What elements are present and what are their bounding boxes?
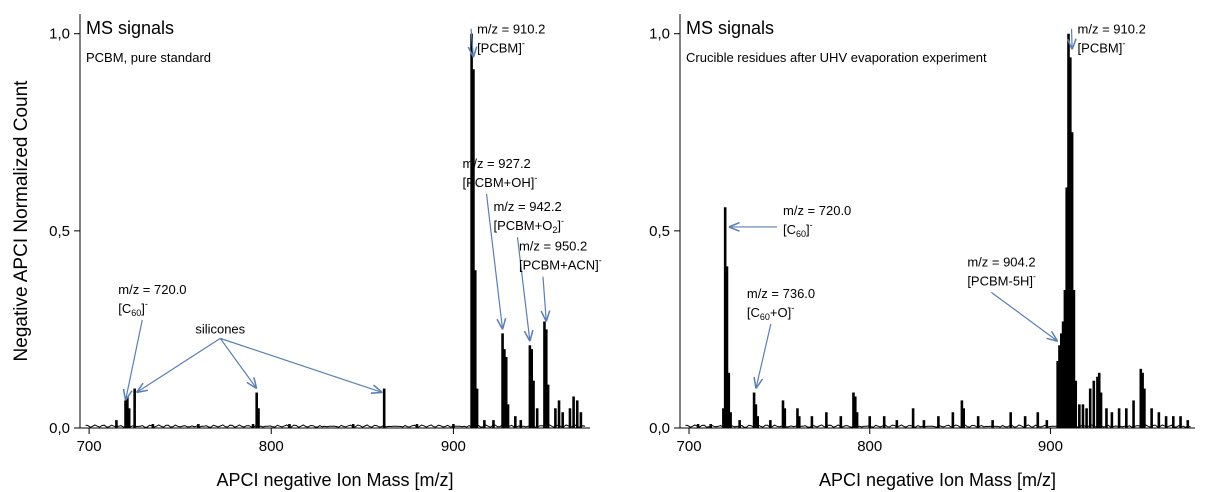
annotation-arrow (516, 237, 529, 341)
annotation-950: m/z = 950.2 [PCBM+ACN]- (519, 239, 602, 322)
annotation-arrow (136, 337, 221, 392)
annotation-ion: [PCBM]- (1078, 39, 1126, 56)
annotation-mz: m/z = 736.0 (747, 286, 815, 301)
annotation-ion-text: ] (141, 301, 145, 316)
y-tick-label: 0,5 (649, 223, 670, 240)
annotation-ion-text: [PCBM+OH] (463, 175, 535, 190)
annotation-ion: [C60]- (783, 220, 813, 239)
annotation-ion-text: [PCBM] (1078, 41, 1123, 56)
annotation-ion-text: [PCBM] (477, 41, 522, 56)
x-tick-label: 800 (857, 438, 882, 455)
chart-subtitle: Crucible residues after UHV evaporation … (686, 50, 987, 65)
annotation-736: m/z = 736.0 [C60+O]- (747, 286, 815, 389)
annotation-arrow (543, 276, 546, 322)
annotation-ion-text: ] (806, 222, 810, 237)
y-tick-label: 0,0 (649, 420, 670, 437)
annotation-label: silicones (195, 321, 245, 336)
y-tick-label: 1,0 (649, 26, 670, 43)
annotation-ion-text: [PCBM-5H] (967, 273, 1033, 288)
x-tick-label: 700 (677, 438, 702, 455)
annotation-ion-text: [PCBM+O (493, 218, 552, 233)
annotation-arrow (990, 291, 1057, 341)
annotation-superscript: - (561, 216, 564, 226)
annotation-ion: [PCBM]- (477, 39, 525, 56)
annotation-mz: m/z = 904.2 (967, 254, 1035, 269)
annotation-ion-text: [C (783, 222, 796, 237)
annotation-ion: [C60]- (118, 299, 148, 318)
annotation-720: m/z = 720.0 [C60]- (118, 282, 187, 400)
annotation-arrow (756, 323, 772, 389)
chart-crucible-residues: 700 800 900 0,0 0,5 1,0 MS signals Crucible res… (649, 14, 1195, 490)
annotation-superscript: - (1122, 39, 1125, 49)
annotation-arrow (485, 193, 503, 330)
annotation-subscript: 2 (552, 225, 557, 235)
annotation-superscript: - (810, 220, 813, 230)
annotation-mz: m/z = 950.2 (519, 239, 587, 254)
annotation-mz: m/z = 910.2 (477, 22, 545, 37)
annotation-910: m/z = 910.2 [PCBM]- (471, 22, 545, 58)
annotation-superscript: - (534, 173, 537, 183)
y-tick-label: 0,0 (49, 420, 70, 437)
x-tick-label: 800 (259, 438, 284, 455)
annotation-942: m/z = 942.2 [PCBM+O2]- (493, 199, 564, 341)
y-tick-label: 1,0 (49, 26, 70, 43)
chart-title: MS signals (86, 18, 174, 38)
y-tick-label: 0,5 (49, 223, 70, 240)
annotation-ion: [PCBM+ACN]- (519, 256, 602, 273)
annotation-ion: [PCBM+O2]- (493, 216, 564, 235)
annotation-ion: [C60+O]- (747, 303, 794, 322)
annotation-arrow (471, 28, 473, 58)
x-tick-label: 700 (77, 438, 102, 455)
annotation-arrow (220, 337, 382, 392)
annotation-904: m/z = 904.2 [PCBM-5H]- (967, 254, 1057, 341)
annotation-mz: m/z = 720.0 (783, 203, 851, 218)
annotation-ion-text: [C (118, 301, 131, 316)
annotation-ion-text: +O] (770, 305, 791, 320)
chart-subtitle: PCBM, pure standard (86, 50, 211, 65)
annotation-mz: m/z = 927.2 (463, 156, 531, 171)
annotation-superscript: - (522, 39, 525, 49)
annotation-mz: m/z = 910.2 (1078, 22, 1146, 37)
x-axis-label: APCI negative Ion Mass [m/z] (819, 470, 1056, 490)
x-tick-label: 900 (441, 438, 466, 455)
annotation-ion-text: ] (557, 218, 561, 233)
chart-pcbm-pure-standard: 700 800 900 0,0 0,5 1,0 MS signals PCBM, pure s… (49, 14, 602, 490)
annotation-superscript: - (145, 299, 148, 309)
annotation-ion-text: [C (747, 305, 760, 320)
annotation-subscript: 60 (131, 308, 141, 318)
chart-title: MS signals (686, 18, 774, 38)
annotation-subscript: 60 (760, 312, 770, 322)
annotation-mz: m/z = 720.0 (118, 282, 186, 297)
annotation-ion: [PCBM+OH]- (463, 173, 538, 190)
annotation-superscript: - (1033, 271, 1036, 281)
annotation-silicones: silicones (136, 321, 382, 392)
annotation-ion: [PCBM-5H]- (967, 271, 1036, 288)
x-tick-label: 900 (1038, 438, 1063, 455)
annotation-subscript: 60 (796, 229, 806, 239)
baseline-noise (85, 424, 586, 428)
annotation-arrow (219, 338, 256, 388)
annotation-720: m/z = 720.0 [C60]- (728, 203, 851, 239)
annotation-arrow (126, 319, 143, 400)
annotation-927: m/z = 927.2 [PCBM+OH]- (463, 156, 538, 330)
annotation-arrow (1072, 28, 1073, 50)
annotation-superscript: - (599, 256, 602, 266)
annotation-ion-text: [PCBM+ACN] (519, 258, 599, 273)
annotation-superscript: - (791, 303, 794, 313)
annotation-mz: m/z = 942.2 (493, 199, 561, 214)
x-axis-label: APCI negative Ion Mass [m/z] (216, 470, 453, 490)
annotation-910: m/z = 910.2 [PCBM]- (1072, 22, 1146, 56)
